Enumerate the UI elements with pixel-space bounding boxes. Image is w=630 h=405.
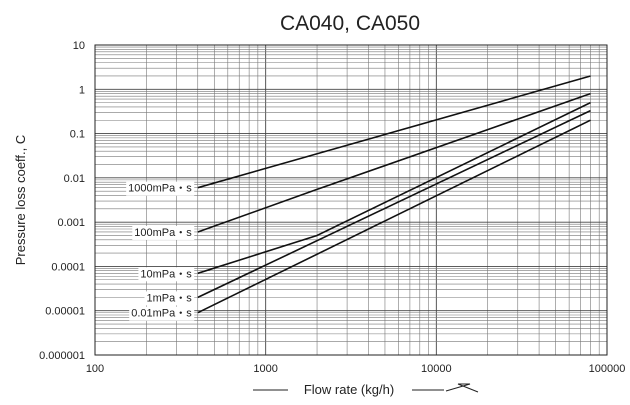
series-label-bg [129,306,195,321]
series-label-bg [144,291,195,306]
x-axis-label: Flow rate (kg/h) [304,382,394,397]
series-line-2 [197,101,591,275]
series-line-4 [197,119,591,314]
plot-frame [94,44,608,356]
series-line-3 [197,109,591,299]
series-line-1 [197,92,591,233]
chart-title: CA040, CA050 [280,12,420,35]
y-tick-label: 0.000001 [39,350,85,362]
series-line-0 [197,75,591,189]
x-tick-label: 100000 [589,363,626,375]
y-tick-label: 0.0001 [51,261,85,273]
series-label-bg [126,181,195,196]
y-tick-label: 0.00001 [45,306,85,318]
y-axis-label: Pressure loss coeff., C [13,135,28,266]
y-tick-label: 0.01 [64,173,85,185]
x-tick-label: 1000 [253,363,277,375]
y-tick-label: 10 [73,40,85,52]
x-tick-label: 100 [86,363,104,375]
grid [95,45,607,355]
series-label: 100mPa・s [134,227,192,239]
series-label: 1000mPa・s [128,183,192,195]
series-group [197,75,591,314]
y-tick-label: 0.1 [70,129,85,141]
series-label-bg [132,225,195,240]
y-tick-label: 1 [79,84,85,96]
series-label: 1mPa・s [147,292,193,304]
x-tick-label: 10000 [421,363,452,375]
series-label-bg [138,267,195,282]
y-tick-label: 0.001 [57,217,85,229]
series-label: 10mPa・s [140,268,192,280]
flow-direction-icon [445,383,479,393]
tick-labels: 100 1000 10000 100000 0.000001 0.00001 0.0001 0… [39,40,625,375]
series-label: 0.01mPa・s [131,308,192,320]
series-labels: 1000mPa・s 100mPa・s 10mPa・s 1mPa・s 0.01mPa・s [126,181,195,321]
